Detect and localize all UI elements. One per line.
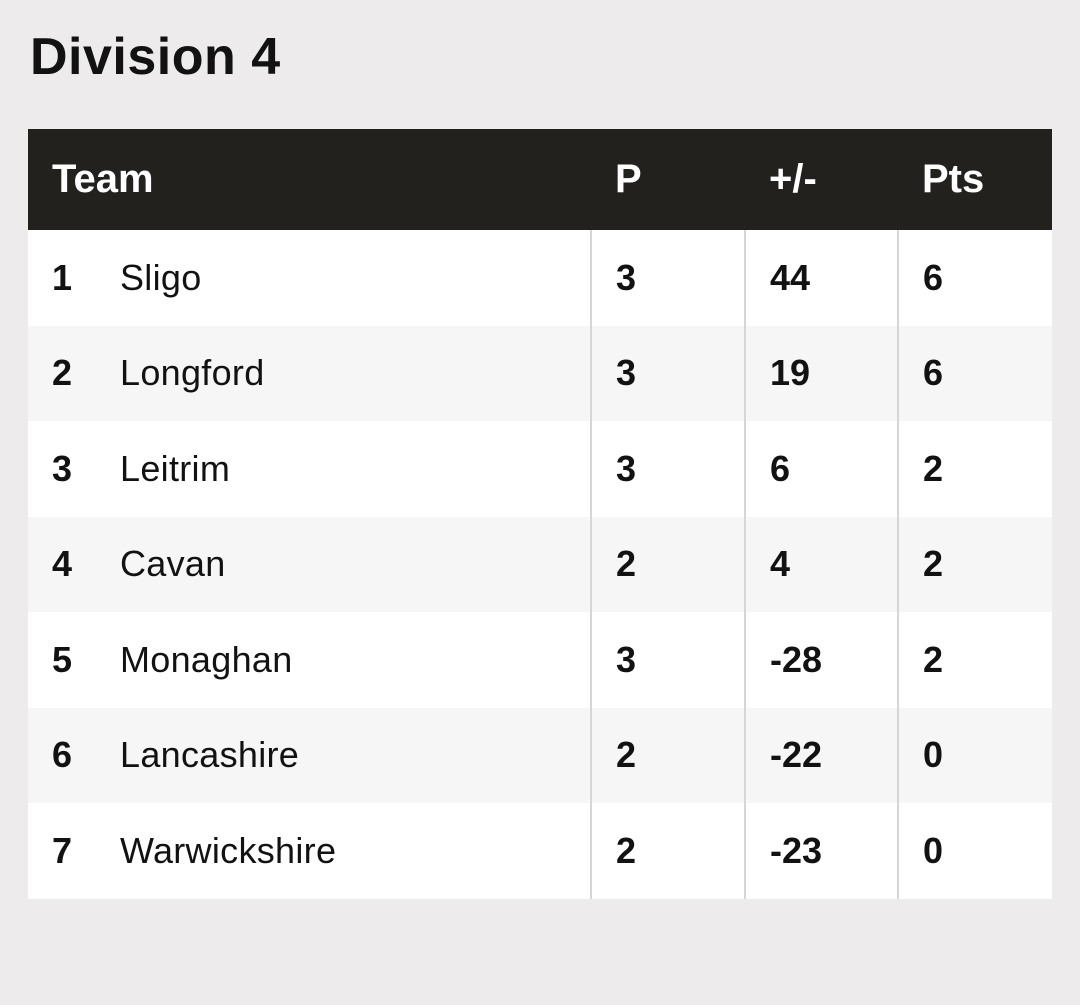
row-diff: 6 <box>744 421 898 517</box>
row-position: 2 <box>52 352 73 394</box>
row-points: 2 <box>897 421 1052 517</box>
row-diff: 44 <box>744 230 898 326</box>
header-diff[interactable]: +/- <box>769 157 817 201</box>
row-position: 5 <box>52 638 73 680</box>
row-team: Warwickshire <box>120 829 337 871</box>
row-position: 6 <box>52 734 73 776</box>
row-diff: 19 <box>744 325 898 421</box>
row-diff: 4 <box>744 516 898 612</box>
row-points: 0 <box>897 707 1052 803</box>
row-played: 3 <box>590 325 745 421</box>
table-row: 5 Monaghan 3 -28 2 <box>28 612 1052 708</box>
table-row: 4 Cavan 2 4 2 <box>28 516 1052 612</box>
table-row: 2 Longford 3 19 6 <box>28 325 1052 421</box>
row-points: 2 <box>897 612 1052 708</box>
row-position: 1 <box>52 256 73 298</box>
table-header-row: Team P +/- Pts <box>28 129 1052 230</box>
row-diff: -22 <box>744 707 898 803</box>
row-played: 3 <box>590 230 745 326</box>
row-played: 2 <box>590 803 745 899</box>
row-played: 2 <box>590 516 745 612</box>
table-row: 7 Warwickshire 2 -23 0 <box>28 803 1052 899</box>
row-position: 7 <box>52 829 73 871</box>
row-position: 3 <box>52 447 73 489</box>
row-played: 2 <box>590 707 745 803</box>
page-title: Division 4 <box>30 28 281 86</box>
row-diff: -23 <box>744 803 898 899</box>
table-row: 1 Sligo 3 44 6 <box>28 230 1052 326</box>
header-team[interactable]: Team <box>52 157 154 201</box>
row-played: 3 <box>590 421 745 517</box>
header-points[interactable]: Pts <box>922 157 985 201</box>
table-row: 3 Leitrim 3 6 2 <box>28 421 1052 517</box>
standings-table: Team P +/- Pts 1 Sligo 3 44 6 2 Longford… <box>28 129 1052 899</box>
row-points: 6 <box>897 230 1052 326</box>
row-team: Cavan <box>120 543 226 585</box>
row-team: Lancashire <box>120 734 300 776</box>
row-team: Sligo <box>120 256 202 298</box>
row-team: Longford <box>120 352 265 394</box>
row-position: 4 <box>52 543 73 585</box>
row-points: 0 <box>897 803 1052 899</box>
row-points: 2 <box>897 516 1052 612</box>
row-played: 3 <box>590 612 745 708</box>
header-played[interactable]: P <box>615 157 642 201</box>
table-row: 6 Lancashire 2 -22 0 <box>28 707 1052 803</box>
row-points: 6 <box>897 325 1052 421</box>
row-team: Monaghan <box>120 638 293 680</box>
row-team: Leitrim <box>120 447 231 489</box>
row-diff: -28 <box>744 612 898 708</box>
